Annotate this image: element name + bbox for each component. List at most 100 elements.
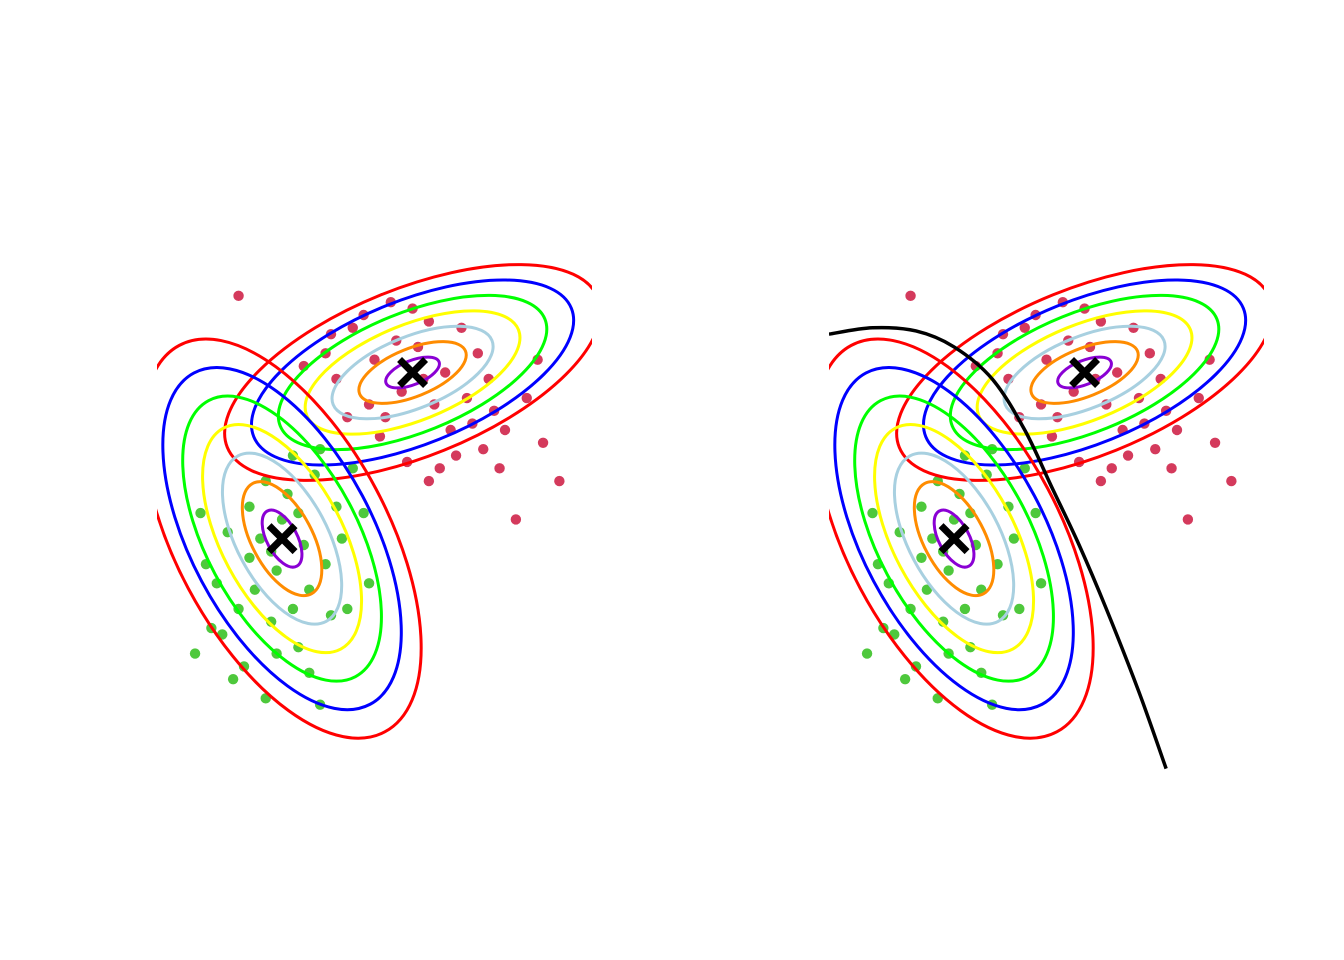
data-point-c1-9 bbox=[450, 450, 462, 461]
contour-c2-level-3 bbox=[892, 451, 1016, 626]
data-point-c1-1 bbox=[233, 290, 244, 302]
contour-c2-level-2 bbox=[912, 480, 996, 598]
data-point-c2-17 bbox=[1035, 578, 1047, 589]
data-point-c2-30 bbox=[1008, 533, 1020, 544]
decision-boundary-curve bbox=[829, 325, 1168, 770]
data-point-c2-6 bbox=[1030, 507, 1041, 519]
data-point-c1-29 bbox=[521, 392, 532, 404]
contour-c1-level-1 bbox=[384, 355, 441, 390]
contour-c1-level-1 bbox=[1056, 355, 1113, 390]
data-point-c1-21 bbox=[347, 322, 358, 333]
data-point-c1-32 bbox=[1106, 463, 1117, 474]
data-point-c1-36 bbox=[1046, 431, 1058, 442]
data-point-c1-29 bbox=[1193, 392, 1204, 404]
data-point-c1-37 bbox=[554, 475, 565, 487]
data-point-c1-34 bbox=[1166, 463, 1177, 474]
contour-c2-level-1 bbox=[260, 508, 304, 569]
data-point-c2-30 bbox=[336, 533, 348, 544]
contour-c1-level-4 bbox=[975, 309, 1194, 436]
mean-marker-stroke-b bbox=[1069, 357, 1101, 388]
data-point-c1-36 bbox=[374, 431, 386, 442]
data-point-c2-24 bbox=[1019, 463, 1030, 474]
data-point-c2-17 bbox=[363, 578, 375, 589]
data-point-c2-10 bbox=[943, 565, 954, 576]
mean-marker-c1 bbox=[1069, 357, 1101, 388]
data-point-c2-34 bbox=[916, 552, 927, 563]
data-point-c1-1 bbox=[905, 290, 916, 302]
contour-c2-level-6 bbox=[161, 366, 403, 712]
left-panel bbox=[157, 200, 592, 775]
right-panel bbox=[829, 200, 1264, 775]
data-point-c1-6 bbox=[472, 348, 484, 359]
data-point-c2-36 bbox=[227, 673, 239, 685]
data-point-c1-34 bbox=[494, 463, 505, 474]
contour-c2-level-4 bbox=[873, 423, 1036, 655]
data-point-c1-15 bbox=[1171, 424, 1183, 436]
contour-c1-level-3 bbox=[1002, 324, 1167, 421]
data-point-c2-35 bbox=[342, 603, 353, 615]
data-point-c1-21 bbox=[1019, 322, 1030, 333]
contour-c2-level-2 bbox=[240, 480, 324, 598]
data-point-c1-7 bbox=[1209, 437, 1221, 448]
data-point-c2-36 bbox=[899, 673, 911, 685]
data-point-c2-9 bbox=[244, 501, 255, 512]
data-point-c2-31 bbox=[867, 507, 878, 519]
data-point-c1-39 bbox=[1095, 475, 1107, 487]
mean-marker-stroke-b bbox=[266, 523, 298, 555]
data-point-c1-15 bbox=[499, 424, 511, 436]
right-gmm-plot-with-boundary bbox=[829, 263, 1264, 770]
contour-c1-level-5 bbox=[948, 293, 1221, 452]
data-point-c2-28 bbox=[959, 603, 971, 615]
contour-c2-level-5 bbox=[853, 394, 1055, 683]
data-point-c2-35 bbox=[1014, 603, 1025, 615]
contour-c1-level-6 bbox=[249, 278, 576, 467]
data-point-c2-31 bbox=[195, 507, 206, 519]
data-point-c2-6 bbox=[358, 507, 369, 519]
contour-c2-level-5 bbox=[181, 394, 383, 683]
data-point-c1-24 bbox=[478, 443, 489, 455]
contour-c2-level-7 bbox=[157, 337, 423, 740]
data-point-c2-28 bbox=[287, 603, 299, 615]
contour-c2-level-6 bbox=[833, 366, 1075, 712]
data-point-c1-32 bbox=[434, 463, 445, 474]
contour-c1-level-2 bbox=[357, 340, 468, 405]
contour-c1-level-4 bbox=[303, 309, 522, 436]
data-point-c1-37 bbox=[1226, 475, 1237, 487]
data-point-c2-21 bbox=[238, 661, 250, 672]
data-point-c1-12 bbox=[1111, 367, 1123, 378]
data-point-c2-21 bbox=[910, 661, 922, 672]
contour-c2-level-4 bbox=[201, 423, 364, 655]
data-point-c1-6 bbox=[1144, 348, 1156, 359]
data-point-c2-24 bbox=[347, 463, 358, 474]
contour-c2-level-7 bbox=[829, 337, 1095, 740]
left-gmm-plot bbox=[157, 263, 592, 740]
contour-c1-level-3 bbox=[330, 324, 495, 421]
data-point-c1-16 bbox=[510, 514, 522, 525]
mean-marker-stroke-b bbox=[397, 357, 429, 388]
data-point-c2-16 bbox=[861, 648, 873, 659]
data-point-c1-24 bbox=[1150, 443, 1161, 455]
contour-c1-level-7 bbox=[895, 263, 1264, 482]
data-point-c2-10 bbox=[271, 565, 282, 576]
data-point-c1-39 bbox=[423, 475, 435, 487]
data-point-c2-9 bbox=[916, 501, 927, 512]
mean-marker-c2 bbox=[266, 523, 298, 555]
contour-c1-level-2 bbox=[1029, 340, 1140, 405]
data-point-c2-16 bbox=[189, 648, 201, 659]
contour-c1-level-7 bbox=[223, 263, 592, 482]
contour-c1-level-6 bbox=[921, 278, 1248, 467]
data-point-c1-11 bbox=[369, 354, 380, 365]
mean-marker-c1 bbox=[397, 357, 429, 388]
contour-c2-level-1 bbox=[932, 508, 976, 569]
data-point-c2-34 bbox=[244, 552, 255, 563]
contour-c1-level-5 bbox=[276, 293, 549, 452]
data-point-c1-16 bbox=[1182, 514, 1194, 525]
mean-marker-c2 bbox=[938, 523, 970, 555]
data-point-c1-12 bbox=[439, 367, 451, 378]
data-point-c1-9 bbox=[1122, 450, 1134, 461]
data-point-c1-11 bbox=[1041, 354, 1052, 365]
data-point-c1-7 bbox=[537, 437, 549, 448]
contour-c2-level-3 bbox=[220, 451, 344, 626]
mean-marker-stroke-b bbox=[938, 523, 970, 555]
